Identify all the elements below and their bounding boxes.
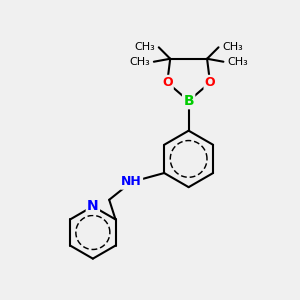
Text: CH₃: CH₃ [222, 42, 243, 52]
Text: NH: NH [121, 176, 142, 188]
Text: CH₃: CH₃ [227, 57, 248, 67]
Text: O: O [205, 76, 215, 89]
Text: O: O [162, 76, 172, 89]
Text: CH₃: CH₃ [134, 42, 155, 52]
Text: B: B [183, 94, 194, 108]
Text: CH₃: CH₃ [130, 57, 150, 67]
Text: N: N [87, 199, 99, 213]
